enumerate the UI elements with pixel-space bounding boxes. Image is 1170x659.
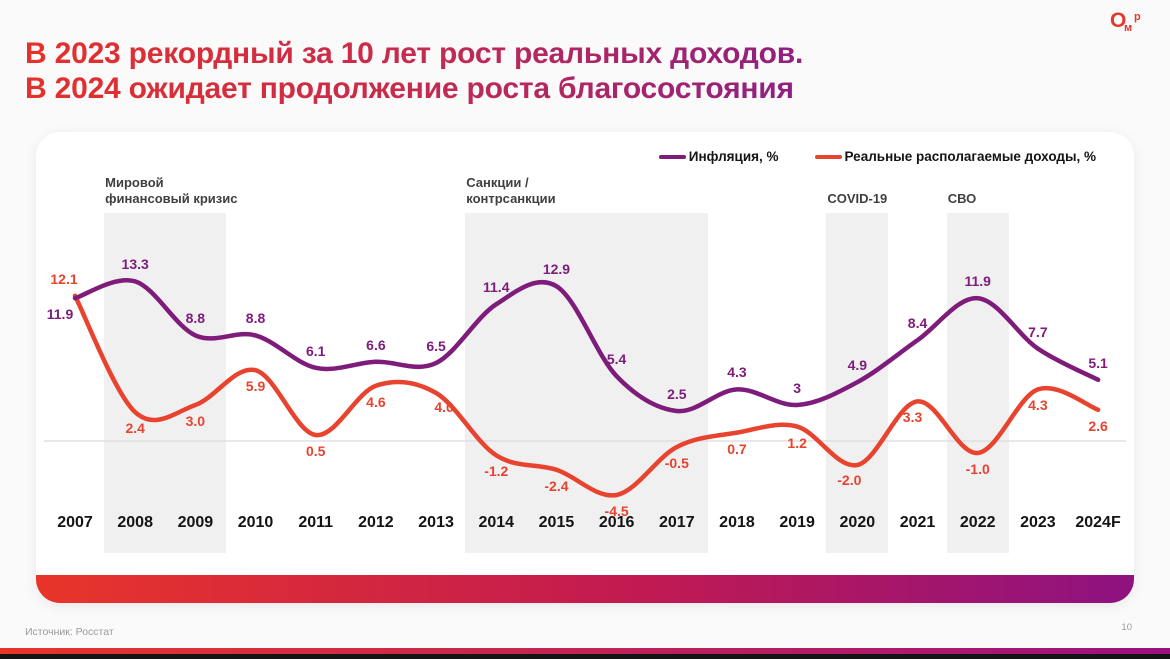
data-point-label: -2.4	[544, 477, 569, 494]
data-point-label: 6.5	[426, 338, 446, 354]
data-point-label: 3.3	[902, 409, 923, 426]
event-band-label: СВО	[947, 191, 977, 206]
event-band-label: Мировой финансовый кризис	[105, 175, 238, 206]
x-axis-year-label: 2019	[779, 514, 815, 531]
chart-card: Инфляция, % Реальные располагаемые доход…	[36, 132, 1134, 603]
data-point-label: 5.9	[245, 378, 266, 395]
data-point-label: 2.5	[667, 386, 687, 402]
data-point-label: 2.4	[125, 420, 145, 437]
legend-item-inflation: Инфляция, %	[658, 149, 779, 164]
x-axis-year-label: 2021	[899, 514, 936, 531]
x-axis-year-label: 2013	[418, 514, 454, 531]
data-point-label: -1.0	[965, 461, 990, 477]
x-axis-year-label: 2016	[598, 514, 635, 531]
data-point-label: 11.4	[483, 279, 510, 296]
x-axis-year-label: 2008	[117, 514, 153, 531]
x-axis-year-label: 2023	[1020, 514, 1056, 531]
x-axis-year-label: 2007	[57, 514, 93, 531]
page-title: В 2023 рекордный за 10 лет рост реальных…	[25, 36, 803, 106]
logo-letter-o: О	[1110, 9, 1127, 32]
data-point-label: 5.4	[606, 351, 627, 368]
event-band	[465, 213, 708, 553]
logo-letter-m: м	[1124, 22, 1133, 34]
inflation-line-swatch	[658, 154, 686, 159]
data-point-label: 12.9	[542, 261, 571, 278]
event-band-label: COVID-19	[827, 191, 888, 206]
income-line-swatch	[814, 154, 842, 159]
data-point-label: 8.4	[907, 315, 928, 332]
event-band	[826, 213, 889, 553]
x-axis-year-label: 2024F	[1075, 514, 1121, 531]
data-point-label: 5.1	[1088, 354, 1108, 371]
logo-letter-p: р	[1134, 11, 1141, 23]
event-band-label: Санкции / контрсанкции	[466, 175, 556, 206]
data-point-label: 4.3	[1028, 397, 1048, 414]
data-point-label: 6.1	[305, 342, 326, 359]
data-point-label: -4.5	[604, 503, 629, 519]
bottom-black-strip	[0, 654, 1170, 659]
data-point-label: 4.9	[847, 357, 868, 374]
x-axis-year-label: 2018	[719, 514, 755, 531]
data-point-label: 0.5	[305, 443, 326, 459]
source-note: Источник: Росстат	[25, 626, 114, 638]
data-point-label: 4.6	[366, 393, 386, 410]
x-axis-year-label: 2017	[659, 514, 695, 531]
data-point-label: -1.2	[484, 463, 509, 480]
data-point-label: 2.6	[1088, 417, 1108, 434]
x-axis-year-label: 2020	[839, 514, 876, 531]
legend-label-income: Реальные располагаемые доходы, %	[844, 149, 1096, 164]
page-number: 10	[1121, 622, 1132, 633]
page-title-line-1: В 2023 рекордный за 10 лет рост реальных…	[25, 37, 804, 71]
data-point-label: 8.8	[185, 310, 206, 327]
data-point-label: -2.0	[837, 472, 862, 488]
bottom-gradient-strip	[0, 648, 1170, 654]
data-point-label: 11.9	[46, 306, 74, 323]
data-point-label: 8.8	[245, 310, 266, 327]
data-point-label: 6.6	[366, 336, 386, 353]
x-axis-year-label: 2011	[298, 514, 334, 531]
data-point-label: 4.3	[727, 364, 747, 381]
event-band	[946, 213, 1009, 553]
data-point-label: -0.5	[664, 455, 689, 471]
data-point-label: 1.2	[787, 434, 807, 451]
x-axis-year-label: 2009	[177, 514, 214, 531]
card-gradient-bar	[36, 575, 1134, 603]
x-axis-year-label: 2015	[538, 514, 575, 531]
page-title-line-2: В 2024 ожидает продолжение роста благосо…	[25, 72, 794, 106]
legend-label-inflation: Инфляция, %	[688, 149, 779, 164]
data-point-label: 4.0	[434, 399, 454, 415]
data-point-label: 13.3	[121, 256, 149, 273]
legend-item-income: Реальные располагаемые доходы, %	[814, 149, 1096, 164]
data-point-label: 3	[793, 380, 802, 396]
x-axis-year-label: 2014	[478, 514, 515, 531]
data-point-label: 12.1	[50, 270, 78, 287]
x-axis-year-label: 2012	[358, 514, 394, 531]
data-point-label: 11.9	[964, 273, 991, 290]
x-axis-year-label: 2022	[959, 514, 996, 531]
data-point-label: 7.7	[1028, 323, 1048, 340]
company-logo: О м р	[1110, 9, 1148, 41]
x-axis-year-label: 2010	[237, 514, 274, 531]
data-point-label: 0.7	[727, 440, 747, 457]
data-point-label: 3.0	[185, 413, 206, 429]
chart-legend: Инфляция, % Реальные располагаемые доход…	[658, 149, 1096, 164]
